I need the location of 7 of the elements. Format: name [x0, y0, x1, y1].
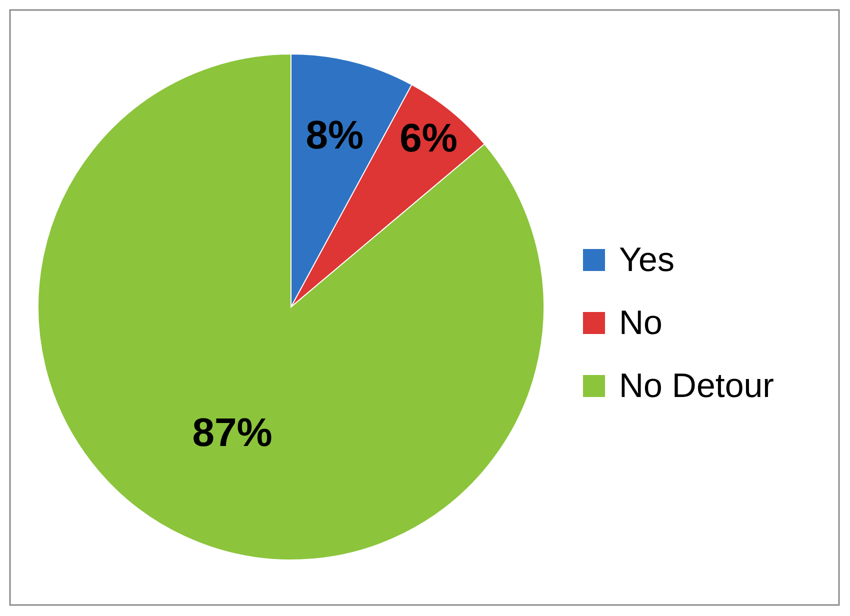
pie-slice [38, 54, 544, 560]
legend-label: No Detour [619, 367, 774, 405]
data-label: 6% [400, 116, 458, 160]
data-label: 8% [306, 113, 364, 158]
data-label: 87% [192, 411, 272, 456]
legend-label: Yes [619, 241, 674, 279]
legend-label: No [619, 304, 662, 342]
